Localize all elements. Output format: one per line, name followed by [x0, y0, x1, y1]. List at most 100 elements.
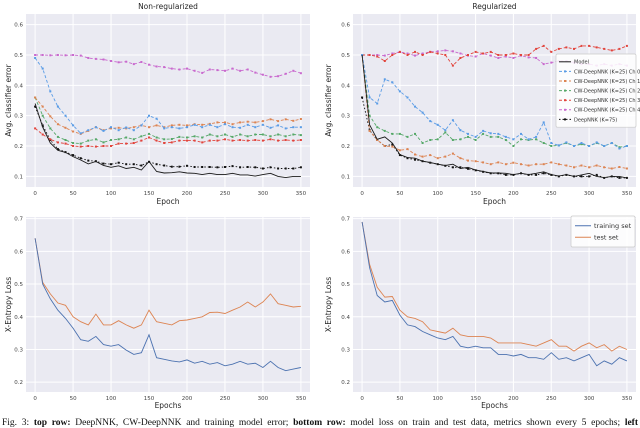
svg-text:0.1: 0.1 [341, 174, 350, 180]
svg-text:0.5: 0.5 [14, 53, 23, 59]
tick-labels: 0 50 100 150 200 250 300 350 0.1 0.2 0.3 0.4 0.5 0.6 [14, 23, 306, 197]
legend-entry: training set [575, 222, 632, 230]
legend-label: test set [594, 234, 619, 242]
legend-label: Model [574, 60, 589, 66]
svg-text:200: 200 [182, 191, 193, 197]
svg-text:200: 200 [508, 191, 519, 197]
svg-text:300: 300 [584, 396, 595, 402]
figure-caption: Fig. 3: top row: DeepNNK, CW-DeepNNK and… [2, 417, 638, 428]
svg-text:50: 50 [70, 396, 77, 402]
chart-title: Regularized [472, 2, 517, 11]
svg-text:350: 350 [296, 396, 307, 402]
series-deepnnk-k-75- [34, 105, 302, 170]
svg-text:250: 250 [546, 191, 557, 197]
svg-text:250: 250 [546, 396, 557, 402]
svg-text:0.4: 0.4 [14, 315, 23, 321]
svg-text:0.1: 0.1 [14, 174, 23, 180]
legend-label: CW-DeepNNK (K=25) Ch 1 [574, 79, 640, 85]
series-test-set [361, 221, 628, 352]
svg-text:350: 350 [622, 191, 633, 197]
caption-segment: top row: [33, 418, 71, 428]
svg-text:100: 100 [432, 191, 443, 197]
svg-text:150: 150 [144, 191, 155, 197]
svg-text:0.3: 0.3 [341, 348, 350, 354]
series-cw-deepnnk-k-25-ch-0 [361, 54, 628, 150]
x-axis-label: Epoch [483, 197, 506, 206]
legend-label: CW-DeepNNK (K=25) Ch 0 [574, 69, 640, 75]
y-axis-label: X-Entropy Loss [324, 276, 333, 333]
svg-text:0.4: 0.4 [341, 315, 350, 321]
svg-text:350: 350 [622, 396, 633, 402]
svg-text:0.5: 0.5 [341, 282, 350, 288]
caption-segment: bottom row: [293, 418, 346, 428]
legend-entry: CW-DeepNNK (K=25) Ch 2 [559, 89, 640, 95]
svg-text:0: 0 [360, 396, 364, 402]
tick-labels: 0 50 100 150 200 250 300 350 0.2 0.3 0.4 0.5 0.6 0.7 [341, 217, 632, 402]
svg-text:100: 100 [432, 396, 443, 402]
svg-text:50: 50 [396, 396, 403, 402]
chart-regularized-error: 0 50 100 150 200 250 300 350 0.1 0.2 0.3 0.4 0.5 0.6 M… [320, 0, 640, 214]
svg-text:200: 200 [508, 396, 519, 402]
series-model [361, 54, 627, 179]
plot-canvas: 0 50 100 150 200 250 300 350 0.2 0.3 0.4 0.5 0.6 0.7 t… [341, 215, 636, 402]
legend-entry: CW-DeepNNK (K=25) Ch 4 [559, 108, 640, 114]
svg-text:150: 150 [470, 191, 481, 197]
plot-background [26, 14, 310, 187]
legend: Model CW-DeepNNK (K=25) Ch 0 CW-DeepNNK (K… [555, 53, 640, 128]
caption-segment: DeepNNK, CW-DeepNNK and training model e… [70, 418, 294, 428]
svg-text:0.6: 0.6 [14, 23, 23, 29]
svg-text:0.5: 0.5 [14, 282, 23, 288]
svg-text:0.2: 0.2 [341, 144, 350, 150]
series-training-set [34, 238, 301, 372]
svg-text:300: 300 [258, 396, 269, 402]
series-cw-deepnnk-k-25-ch-3 [34, 127, 302, 148]
svg-text:350: 350 [296, 191, 307, 197]
tick-labels: 0 50 100 150 200 250 300 350 0.1 0.2 0.3 0.4 0.5 0.6 [341, 23, 632, 197]
chart-regularized-loss: 0 50 100 150 200 250 300 350 0.2 0.3 0.4 0.5 0.6 0.7 t… [320, 214, 640, 419]
svg-text:250: 250 [220, 191, 231, 197]
svg-text:150: 150 [144, 396, 155, 402]
chart-nonregularized-error: 0 50 100 150 200 250 300 350 0.1 0.2 0.3 0.4 0.5 0.6 … [0, 0, 320, 214]
chart-nonregularized-loss: 0 50 100 150 200 250 300 350 0.2 0.3 0.4 0.5 0.6 0.7 … [0, 214, 320, 419]
x-axis-label: Epochs [481, 401, 508, 410]
svg-text:0: 0 [360, 191, 364, 197]
svg-text:200: 200 [182, 396, 193, 402]
series-cw-deepnnk-k-25-ch-4 [34, 54, 302, 78]
gridlines [26, 14, 310, 187]
series-cw-deepnnk-k-25-ch-0 [34, 57, 302, 135]
svg-text:0.5: 0.5 [341, 53, 350, 59]
legend-label: training set [594, 222, 632, 230]
svg-text:0.2: 0.2 [14, 380, 23, 386]
legend-label: CW-DeepNNK (K=25) Ch 3 [574, 98, 640, 104]
plot-canvas: 0 50 100 150 200 250 300 350 0.1 0.2 0.3 0.4 0.5 0.6 M… [341, 14, 640, 197]
series-model [34, 103, 301, 179]
tick-labels: 0 50 100 150 200 250 300 350 0.2 0.3 0.4 0.5 0.6 0.7 [14, 217, 306, 402]
legend-entry: CW-DeepNNK (K=25) Ch 1 [559, 79, 640, 85]
svg-text:50: 50 [396, 191, 403, 197]
svg-text:100: 100 [106, 191, 117, 197]
legend-label: CW-DeepNNK (K=25) Ch 2 [574, 89, 640, 95]
series-training-set [361, 221, 628, 367]
legend: training set test set [570, 215, 636, 248]
legend-entry: DeepNNK (K=75) [559, 117, 617, 123]
plot-canvas: 0 50 100 150 200 250 300 350 0.2 0.3 0.4 0.5 0.6 0.7 [14, 217, 310, 402]
svg-text:0.2: 0.2 [14, 144, 23, 150]
legend-entry: Model [559, 60, 589, 66]
svg-text:150: 150 [470, 396, 481, 402]
series-cw-deepnnk-k-25-ch-2 [34, 96, 302, 145]
svg-text:300: 300 [258, 191, 269, 197]
svg-text:0.6: 0.6 [14, 249, 23, 255]
svg-text:0.3: 0.3 [341, 114, 350, 120]
svg-text:100: 100 [106, 396, 117, 402]
svg-text:0.7: 0.7 [14, 217, 23, 223]
svg-text:0.3: 0.3 [14, 114, 23, 120]
legend-box [570, 215, 636, 248]
svg-text:300: 300 [584, 191, 595, 197]
series-test-set [34, 238, 301, 329]
plot-background [26, 217, 310, 392]
svg-text:0.4: 0.4 [341, 83, 350, 89]
svg-text:0.2: 0.2 [341, 380, 350, 386]
chart-title: Non-regularized [138, 2, 198, 11]
legend-entry: test set [575, 234, 619, 242]
legend-label: CW-DeepNNK (K=25) Ch 4 [574, 108, 640, 114]
